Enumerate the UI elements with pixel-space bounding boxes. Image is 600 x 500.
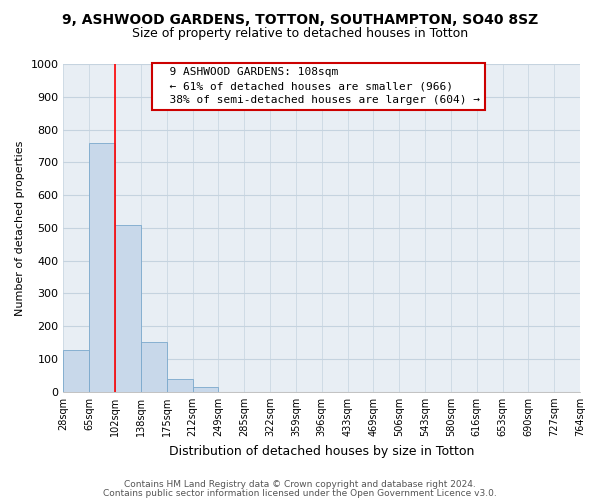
Y-axis label: Number of detached properties: Number of detached properties: [15, 140, 25, 316]
X-axis label: Distribution of detached houses by size in Totton: Distribution of detached houses by size …: [169, 444, 475, 458]
Text: Contains public sector information licensed under the Open Government Licence v3: Contains public sector information licen…: [103, 488, 497, 498]
Bar: [89, 142, 115, 392]
Text: Contains HM Land Registry data © Crown copyright and database right 2024.: Contains HM Land Registry data © Crown c…: [124, 480, 476, 489]
Bar: [141, 342, 167, 392]
Text: 9, ASHWOOD GARDENS, TOTTON, SOUTHAMPTON, SO40 8SZ: 9, ASHWOOD GARDENS, TOTTON, SOUTHAMPTON,…: [62, 12, 538, 26]
Bar: [64, 350, 89, 392]
Bar: [167, 378, 193, 392]
Bar: [115, 224, 141, 392]
Text: Size of property relative to detached houses in Totton: Size of property relative to detached ho…: [132, 28, 468, 40]
Bar: [193, 387, 218, 392]
Text: 9 ASHWOOD GARDENS: 108sqm
  ← 61% of detached houses are smaller (966)
  38% of : 9 ASHWOOD GARDENS: 108sqm ← 61% of detac…: [157, 68, 481, 106]
